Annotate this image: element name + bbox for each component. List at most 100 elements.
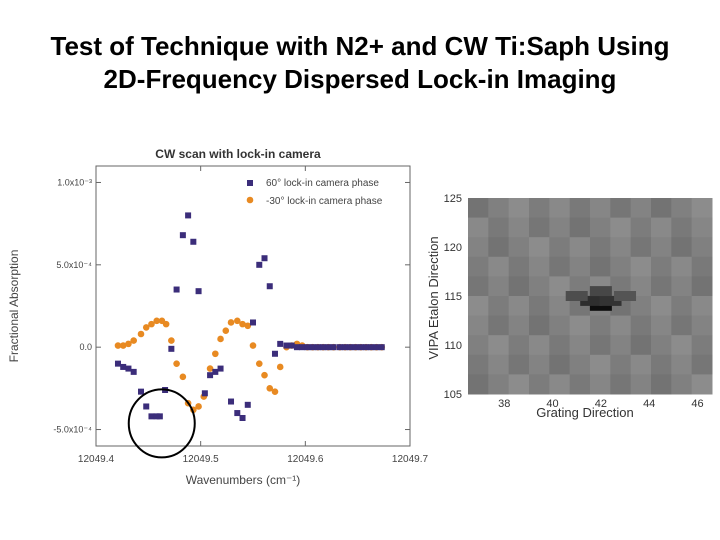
heatmap-noise-cell — [549, 315, 571, 336]
legend-marker-square — [247, 180, 253, 186]
orange-data-point — [142, 324, 150, 331]
heatmap-x-axis-label: Grating Direction — [536, 405, 634, 420]
heatmap-noise-cell — [488, 315, 510, 336]
orange-data-point — [239, 320, 246, 328]
heatmap-noise-cell — [468, 315, 489, 336]
plot-frame — [95, 165, 411, 447]
heatmap-noise-cell — [549, 276, 571, 297]
orange-data-point — [173, 360, 180, 367]
heatmap-noise-cell — [549, 217, 571, 238]
heatmap-noise-cell — [549, 198, 571, 219]
heatmap-noise-cell — [508, 315, 530, 336]
orange-data-point — [227, 319, 235, 326]
heatmap-noise-cell — [651, 256, 672, 277]
heatmap-noise-cell — [488, 374, 510, 395]
purple-data-point — [357, 344, 364, 351]
heatmap-noise-cell — [630, 198, 652, 219]
heatmap-noise-cell — [671, 256, 693, 277]
purple-data-point — [190, 238, 197, 245]
heatmap-noise-cell — [691, 374, 713, 395]
heatmap-noise-cell — [630, 217, 652, 238]
heatmap-noise-cell — [549, 354, 571, 375]
heatmap-noise-cell — [590, 315, 611, 336]
heatmap-noise-cell — [590, 217, 611, 238]
heatmap-noise-cell — [508, 354, 530, 375]
heatmap-noise-cell — [569, 315, 591, 336]
purple-data-point — [309, 344, 316, 351]
heatmap-noise-cell — [671, 335, 693, 356]
purple-data-point — [148, 413, 155, 420]
heatmap-signal-cell — [565, 291, 588, 301]
purple-data-point — [153, 413, 160, 420]
purple-data-point — [217, 365, 224, 372]
heatmap-noise-cell — [569, 237, 591, 258]
heatmap-noise-cell — [488, 276, 510, 297]
heatmap-noise-cell — [569, 198, 591, 219]
orange-data-point — [217, 335, 224, 343]
heatmap-noise-cell — [671, 217, 693, 238]
heatmap-noise-cell — [488, 198, 510, 219]
purple-data-point — [234, 410, 241, 417]
heatmap-noise-cell — [508, 256, 530, 277]
purple-data-point — [352, 344, 359, 351]
heatmap-noise-cell — [651, 276, 672, 297]
purple-data-point — [120, 363, 127, 370]
heatmap-noise-cell — [488, 335, 510, 356]
heatmap-noise-cell — [549, 335, 571, 356]
x-axis-label: Wavenumbers (cm⁻¹) — [186, 473, 301, 487]
purple-data-point — [261, 255, 268, 262]
orange-data-point — [212, 350, 219, 358]
heatmap-noise-cell — [691, 335, 713, 356]
purple-data-point — [288, 342, 295, 349]
purple-data-point — [363, 344, 370, 351]
x-tick-label: 12049.6 — [287, 454, 324, 465]
purple-data-point — [156, 413, 163, 420]
heatmap-noise-cell — [508, 296, 530, 317]
heatmap-noise-cell — [630, 374, 652, 395]
purple-data-point — [228, 398, 235, 405]
purple-data-point — [320, 344, 327, 351]
x-tick-label: 12049.5 — [183, 454, 220, 465]
heatmap-noise-cell — [590, 335, 611, 356]
heatmap-noise-cell — [468, 276, 489, 297]
orange-data-point — [276, 363, 284, 371]
heatmap-chart: 105 110 115 120 125 38 40 42 44 46 Grating Directi… — [426, 193, 713, 420]
heatmap-noise-cell — [488, 354, 510, 375]
purple-data-point — [336, 344, 343, 351]
heatmap-noise-cell — [488, 217, 510, 238]
heatmap-noise-cell — [569, 335, 591, 356]
heatmap-noise-cell — [671, 296, 693, 317]
heatmap-noise-cell — [590, 198, 611, 219]
purple-data-point — [207, 372, 214, 379]
heatmap-noise-cell — [549, 296, 571, 317]
heatmap-noise-cell — [468, 296, 489, 317]
heatmap-noise-cell — [691, 296, 713, 317]
slide-title: Test of Technique with N2+ and CW Ti:Sap… — [0, 30, 720, 96]
heatmap-noise-cell — [529, 354, 550, 375]
heatmap-noise-cell — [468, 374, 489, 395]
heatmap-noise-cell — [468, 217, 489, 238]
heatmap-noise-cell — [691, 276, 713, 297]
heatmap-noise-cell — [651, 217, 672, 238]
purple-data-point — [212, 368, 219, 375]
heatmap-x-tick-label: 38 — [498, 398, 510, 410]
heatmap-noise-cell — [610, 374, 632, 395]
heatmap-noise-cell — [508, 335, 530, 356]
purple-data-point — [244, 401, 251, 408]
y-tick-label: 1.0x10⁻³ — [57, 177, 92, 187]
orange-data-point — [244, 322, 252, 330]
heatmap-noise-cell — [671, 315, 693, 336]
heatmap-noise-cell — [468, 256, 489, 277]
heatmap-noise-cell — [468, 237, 489, 258]
purple-data-point — [330, 344, 337, 351]
heatmap-noise-cell — [529, 217, 550, 238]
purple-data-point — [277, 340, 284, 347]
heatmap-noise-cell — [468, 198, 489, 219]
heatmap-noise-cell — [610, 256, 632, 277]
orange-data-point — [168, 337, 175, 344]
heatmap-noise-cell — [610, 335, 632, 356]
orange-data-point — [119, 342, 127, 349]
orange-data-point — [255, 360, 263, 367]
chart-title: CW scan with lock-in camera — [155, 147, 321, 161]
